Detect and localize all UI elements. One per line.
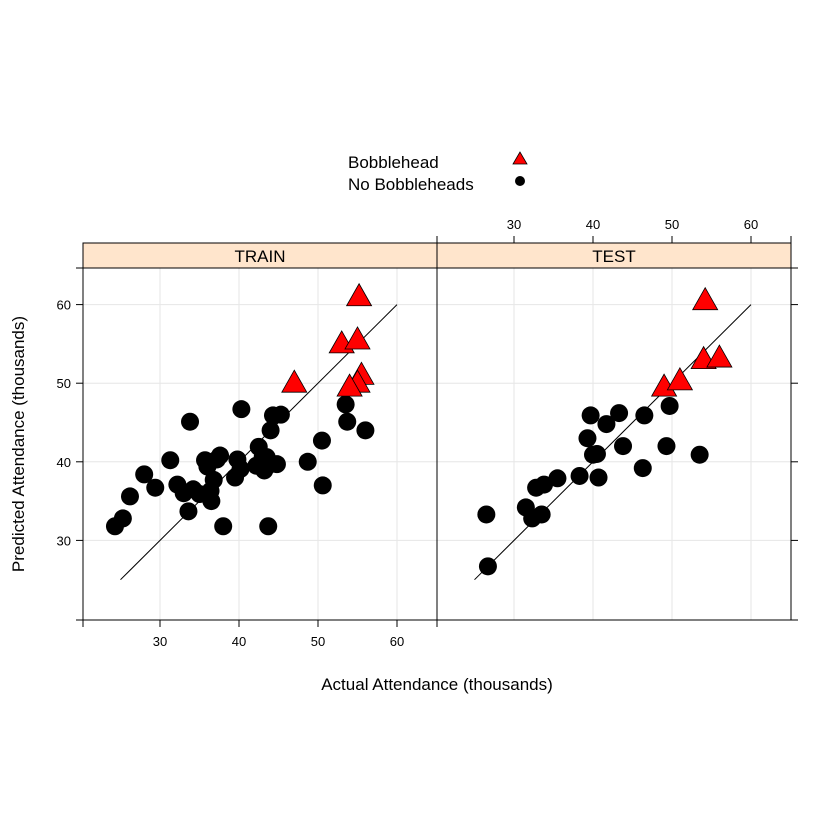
legend: Bobblehead No Bobbleheads [348, 151, 528, 194]
y-tick-label: 50 [57, 376, 71, 391]
point-bobblehead [281, 369, 308, 393]
point-no-bobblehead [259, 517, 278, 536]
point-bobblehead [336, 373, 363, 397]
legend-triangle-icon [512, 151, 528, 165]
point-no-bobblehead [614, 437, 633, 456]
point-no-bobblehead [548, 469, 567, 488]
x-tick-label-top: 50 [665, 217, 679, 232]
axes: 30 40 50 60 30 40 50 60 30 40 50 60 [57, 217, 798, 649]
point-no-bobblehead [581, 406, 600, 425]
y-tick-label: 60 [57, 298, 71, 313]
x-tick-label-top: 30 [507, 217, 521, 232]
point-no-bobblehead [271, 405, 290, 424]
point-no-bobblehead [261, 421, 280, 440]
point-no-bobblehead [535, 475, 554, 494]
point-no-bobblehead [356, 421, 375, 440]
y-axis-title: Predicted Attendance (thousands) [9, 316, 28, 572]
x-tick-label: 60 [390, 634, 404, 649]
point-no-bobblehead [660, 396, 679, 415]
point-no-bobblehead [179, 502, 198, 521]
point-no-bobblehead [338, 412, 357, 431]
point-bobblehead [344, 326, 371, 350]
y-tick-label: 40 [57, 455, 71, 470]
point-no-bobblehead [478, 557, 497, 576]
point-bobblehead [706, 344, 733, 368]
point-no-bobblehead [181, 412, 200, 431]
panel-test: TEST [436, 242, 792, 621]
point-no-bobblehead [597, 415, 616, 434]
legend-label-bobblehead: Bobblehead [348, 153, 439, 172]
strip-test [436, 242, 792, 269]
point-no-bobblehead [204, 470, 223, 489]
point-bobblehead [666, 367, 694, 391]
point-no-bobblehead [232, 400, 251, 419]
point-no-bobblehead [635, 406, 654, 425]
strip-train [82, 242, 438, 269]
point-bobblehead [345, 282, 373, 307]
x-tick-label-top: 60 [744, 217, 758, 232]
panel-train: TRAIN [82, 242, 438, 621]
panels: TRAIN TEST 30 40 50 60 30 40 50 60 30 40 50 60 [57, 217, 798, 649]
panel-frame [436, 267, 792, 621]
point-no-bobblehead [202, 492, 221, 511]
y-tick-label: 30 [57, 533, 71, 548]
point-no-bobblehead [267, 455, 286, 474]
point-no-bobblehead [231, 459, 250, 478]
point-no-bobblehead [690, 445, 709, 464]
x-axis-title: Actual Attendance (thousands) [321, 675, 553, 694]
reference-line [474, 304, 752, 581]
point-no-bobblehead [589, 468, 608, 487]
point-no-bobblehead [657, 437, 676, 456]
legend-circle-icon [515, 176, 525, 186]
x-tick-label: 50 [311, 634, 325, 649]
point-no-bobblehead [312, 431, 331, 450]
point-no-bobblehead [161, 451, 180, 470]
point-no-bobblehead [214, 517, 233, 536]
point-no-bobblehead [298, 452, 317, 471]
point-no-bobblehead [532, 505, 551, 524]
point-no-bobblehead [113, 509, 132, 528]
point-no-bobblehead [211, 446, 230, 465]
point-no-bobblehead [587, 444, 606, 463]
point-no-bobblehead [120, 487, 139, 506]
point-no-bobblehead [570, 466, 589, 485]
point-no-bobblehead [146, 478, 165, 497]
legend-label-no-bobbleheads: No Bobbleheads [348, 175, 474, 194]
point-no-bobblehead [313, 476, 332, 495]
point-no-bobblehead [135, 465, 154, 484]
x-tick-label: 40 [232, 634, 246, 649]
point-no-bobblehead [610, 404, 629, 423]
point-no-bobblehead [578, 429, 597, 448]
strip-label: TRAIN [235, 247, 286, 266]
strip-label: TEST [592, 247, 635, 266]
point-no-bobblehead [336, 395, 355, 414]
x-tick-label: 30 [153, 634, 167, 649]
point-no-bobblehead [633, 459, 652, 478]
x-tick-label-top: 40 [586, 217, 600, 232]
point-bobblehead [691, 286, 719, 311]
point-no-bobblehead [477, 505, 496, 524]
